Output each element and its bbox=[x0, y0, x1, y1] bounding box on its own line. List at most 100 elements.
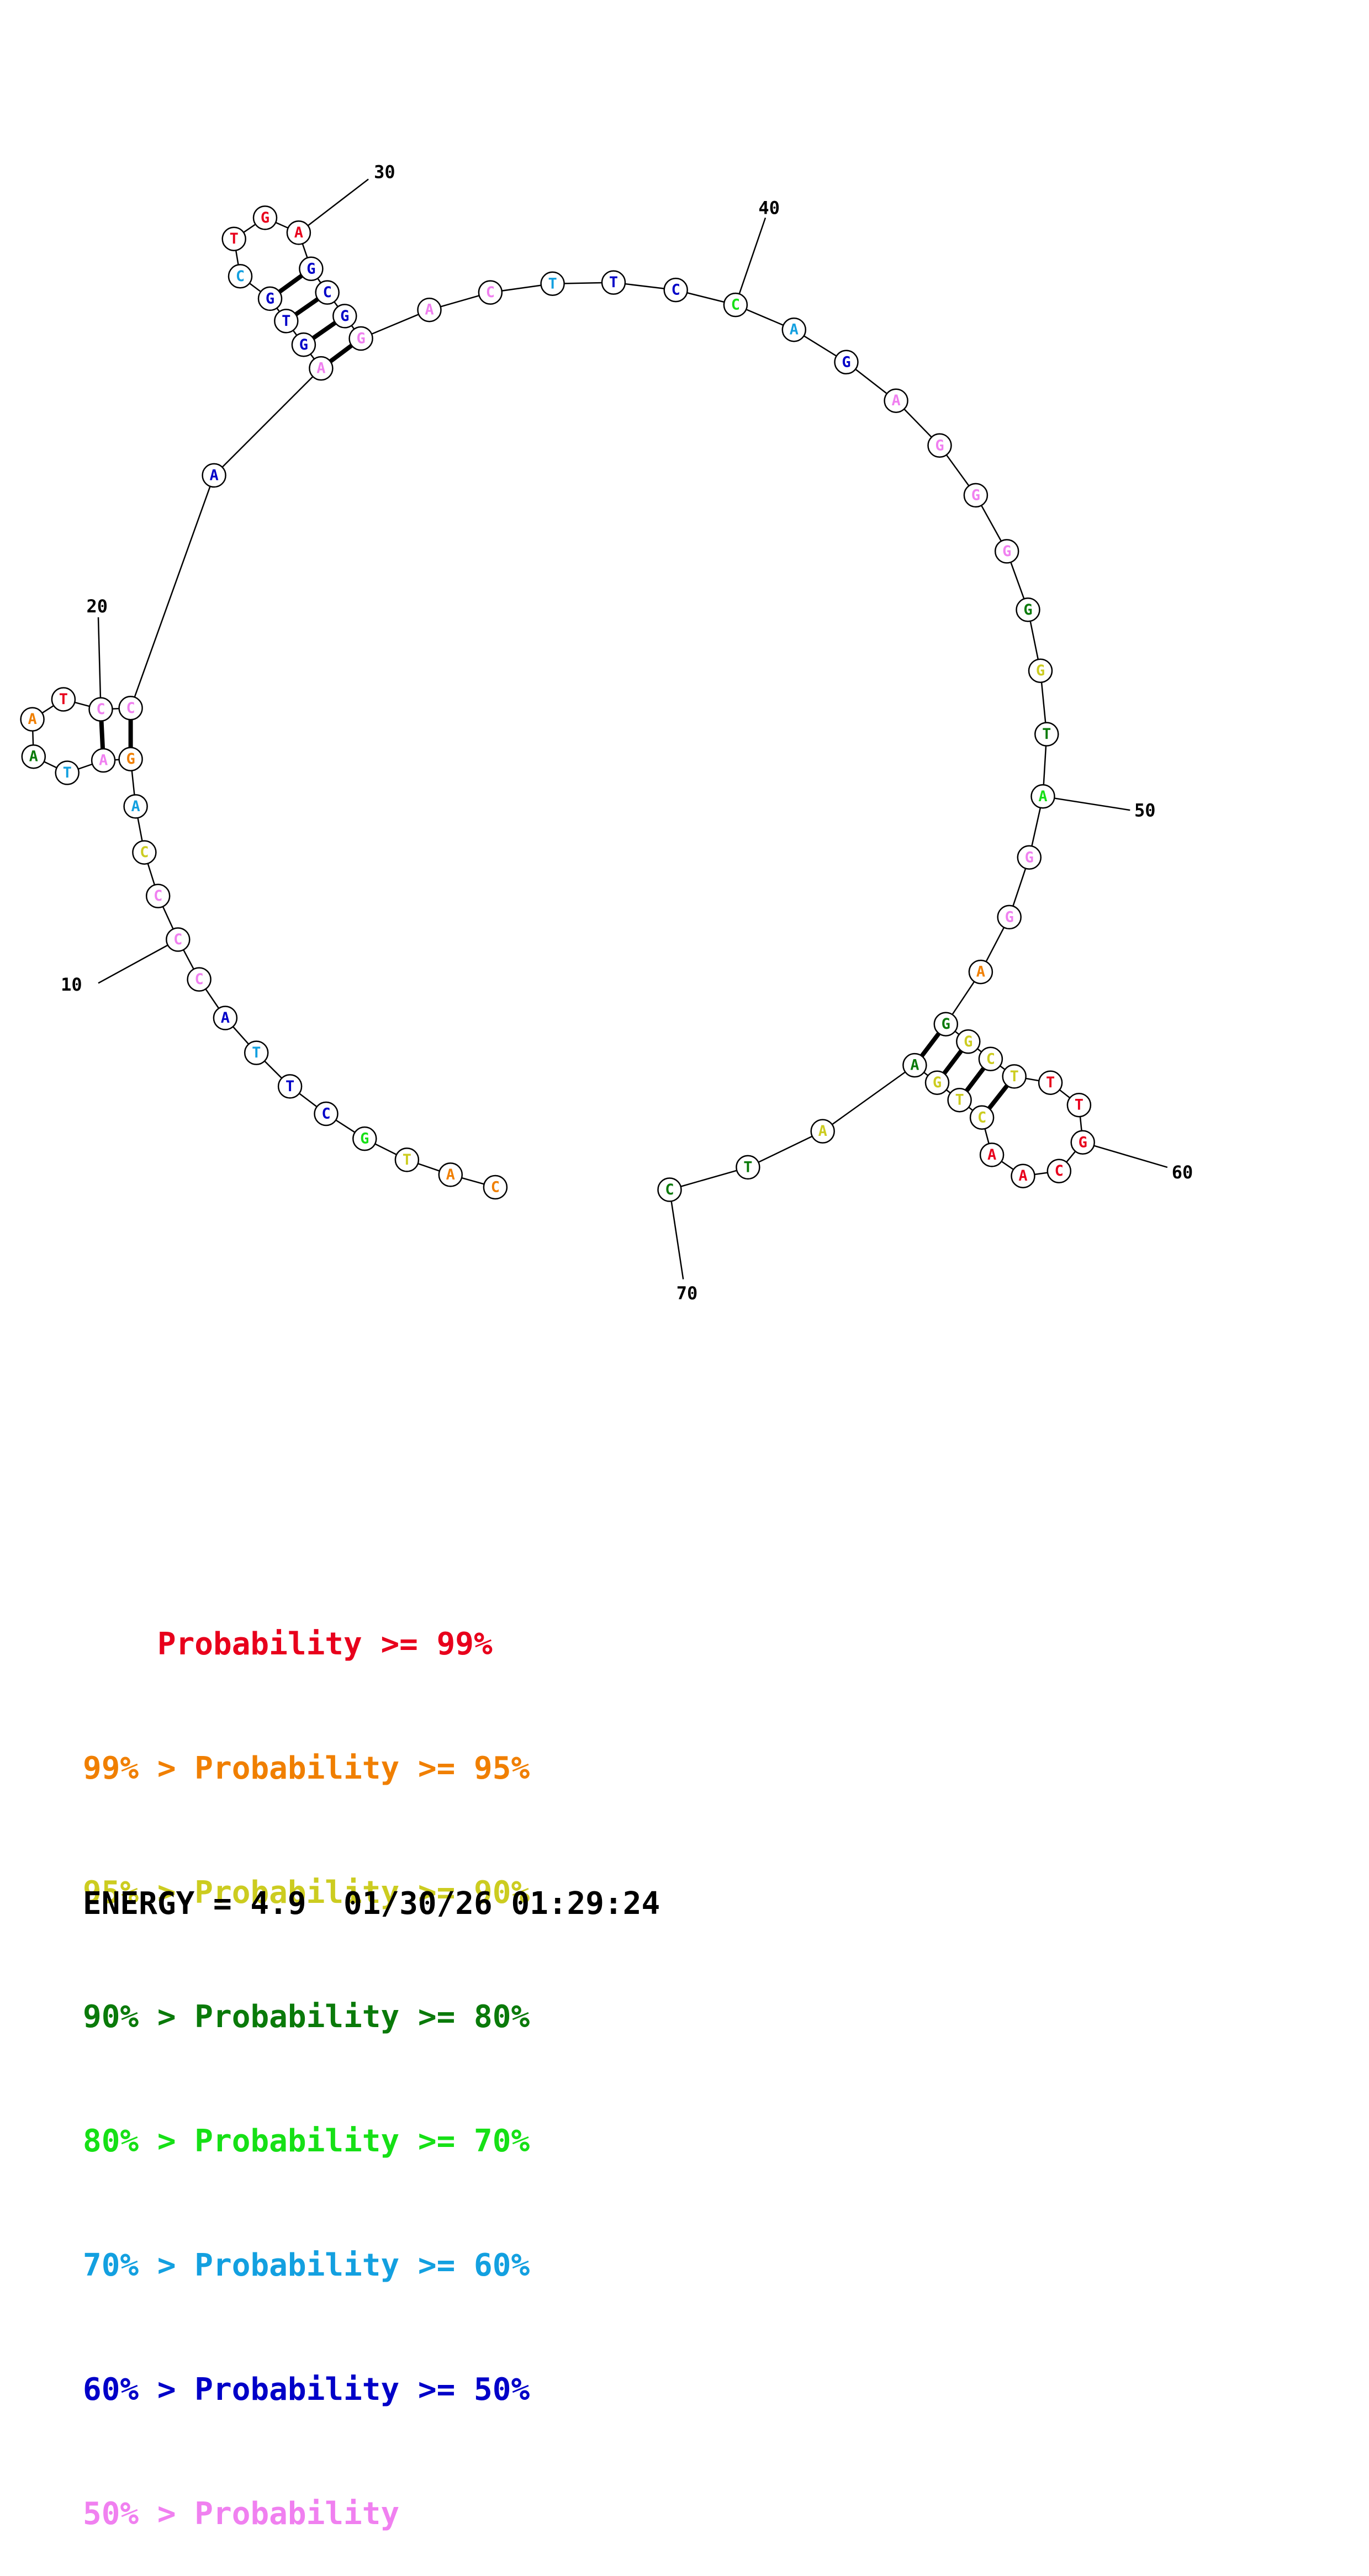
legend-prefix: 60% > bbox=[83, 2372, 195, 2408]
legend-label: Probability >= 99% bbox=[157, 1626, 493, 1662]
nucleotide-letter: T bbox=[63, 764, 72, 781]
nucleotide-circle bbox=[20, 707, 45, 732]
nucleotide-51: G bbox=[1017, 845, 1042, 870]
nucleotide-59: T bbox=[1066, 1092, 1092, 1118]
nucleotide-letter: C bbox=[236, 268, 245, 285]
nucleotide-letter: T bbox=[1075, 1097, 1083, 1114]
nucleotide-letter: G bbox=[360, 1130, 369, 1147]
nucleotide-letter: T bbox=[59, 691, 68, 708]
nucleotide-circle bbox=[933, 1012, 959, 1036]
nucleotide-circle bbox=[663, 277, 688, 303]
nucleotide-letter: T bbox=[282, 313, 290, 330]
legend-prefix: 99% > bbox=[83, 1750, 195, 1786]
nucleotide-circle bbox=[417, 297, 442, 322]
nucleotide-64: C bbox=[969, 1105, 995, 1130]
nucleotide-circle bbox=[132, 840, 157, 865]
nucleotide-letter: C bbox=[321, 1105, 330, 1123]
nucleotide-53: A bbox=[968, 959, 993, 985]
position-label-20: 20 bbox=[87, 596, 108, 617]
nucleotide-4: G bbox=[352, 1126, 377, 1151]
base-pair-bonds bbox=[98, 267, 1016, 1119]
nucleotide-6: T bbox=[277, 1074, 303, 1099]
nucleotide-circle bbox=[91, 748, 116, 773]
nucleotide-circle bbox=[88, 697, 113, 722]
legend-row-8: 50% > Probability bbox=[83, 2493, 530, 2535]
nucleotide-28: T bbox=[221, 226, 246, 251]
position-ticks: 10 20 30 40 50 60 70 bbox=[61, 161, 1193, 1304]
nucleotide-letter: C bbox=[154, 887, 162, 904]
nucleotide-circle bbox=[1017, 845, 1042, 870]
nucleotide-letter: G bbox=[1036, 662, 1045, 679]
nucleotide-letter: C bbox=[491, 1179, 500, 1196]
nucleotide-circle bbox=[299, 256, 324, 282]
nucleotide-circle bbox=[1030, 784, 1055, 809]
nucleotide-circle bbox=[202, 463, 226, 488]
nucleotide-circle bbox=[1070, 1130, 1095, 1155]
backbone-segment bbox=[669, 1166, 748, 1191]
legend-row-2: 99% > Probability >= 95% bbox=[83, 1748, 530, 1789]
nucleotide-54: G bbox=[933, 1012, 959, 1036]
nucleotide-7: T bbox=[244, 1040, 269, 1065]
position-label-50: 50 bbox=[1134, 800, 1156, 821]
legend-label: Probability >= 70% bbox=[194, 2123, 530, 2159]
nucleotide-circle bbox=[483, 1175, 508, 1200]
nucleotide-21: C bbox=[118, 696, 143, 721]
nucleotide-circle bbox=[145, 884, 171, 908]
legend-label: Probability >= 80% bbox=[194, 1999, 530, 2035]
nucleotide-letter: C bbox=[665, 1181, 674, 1198]
backbone-segment bbox=[747, 1130, 823, 1168]
nucleotide-circle bbox=[540, 271, 565, 297]
nucleotide-70: C bbox=[657, 1177, 682, 1202]
nucleotide-circle bbox=[601, 270, 626, 295]
nucleotide-circle bbox=[118, 696, 143, 721]
nucleotide-66: G bbox=[924, 1070, 950, 1095]
nucleotide-50: A bbox=[1030, 784, 1055, 809]
nucleotide-letter: G bbox=[933, 1074, 942, 1091]
nucleotide-circle bbox=[924, 1070, 950, 1095]
nucleotide-65: T bbox=[947, 1087, 972, 1113]
nucleotide-circle bbox=[394, 1147, 420, 1172]
nucleotide-circle bbox=[884, 388, 908, 413]
nucleotide-37: T bbox=[540, 271, 565, 297]
nucleotide-letter: A bbox=[976, 964, 985, 981]
legend-prefix: 50% > bbox=[83, 2496, 195, 2532]
nucleotide-circle bbox=[1034, 722, 1059, 747]
nucleotide-letter: A bbox=[818, 1123, 827, 1140]
nucleotide-circle bbox=[834, 350, 859, 375]
nucleotide-circle bbox=[274, 309, 299, 334]
nucleotide-43: A bbox=[884, 388, 908, 413]
energy-readout: ENERGY = 4.9 01/30/26 01:29:24 bbox=[83, 1886, 660, 1922]
position-label-40: 40 bbox=[758, 198, 780, 219]
nucleotide-letter: T bbox=[286, 1078, 294, 1095]
nucleotide-circle bbox=[221, 226, 246, 251]
legend-label: Probability >= 90% bbox=[194, 1875, 530, 1911]
nucleotide-letter: C bbox=[1055, 1162, 1064, 1179]
legend-label: Probability >= 50% bbox=[194, 2372, 530, 2408]
nucleotide-41: A bbox=[781, 317, 807, 342]
nucleotide-circle bbox=[979, 1142, 1005, 1167]
nucleotide-27: C bbox=[228, 264, 253, 289]
legend-row-4: 90% > Probability >= 80% bbox=[83, 1996, 530, 2038]
nucleotide-circle bbox=[228, 264, 253, 289]
legend-row-5: 80% > Probability >= 70% bbox=[83, 2120, 530, 2162]
nucleotide-67: A bbox=[902, 1052, 927, 1078]
backbone-segment bbox=[130, 475, 215, 708]
nucleotide-letter: A bbox=[910, 1057, 919, 1074]
nucleotide-letter: C bbox=[140, 844, 149, 861]
backbone-segment bbox=[361, 309, 430, 340]
nucleotide-letter: A bbox=[1038, 788, 1047, 805]
nucleotide-letter: A bbox=[891, 392, 900, 409]
backbone-lines bbox=[31, 217, 1083, 1191]
nucleotide-39: C bbox=[663, 277, 688, 303]
nucleotide-letter: A bbox=[131, 798, 140, 815]
nucleotide-letter: T bbox=[609, 274, 618, 291]
nucleotide-letter: G bbox=[842, 353, 850, 371]
nucleotide-letter: A bbox=[29, 748, 38, 765]
nucleotide-letter: G bbox=[266, 290, 274, 307]
nucleotide-circle bbox=[927, 433, 952, 458]
nucleotide-letter: T bbox=[743, 1159, 752, 1176]
nucleotide-circle bbox=[963, 483, 989, 508]
nucleotide-letter: A bbox=[425, 301, 434, 319]
nucleotide-circle bbox=[657, 1177, 682, 1202]
nucleotide-circle bbox=[309, 356, 334, 381]
